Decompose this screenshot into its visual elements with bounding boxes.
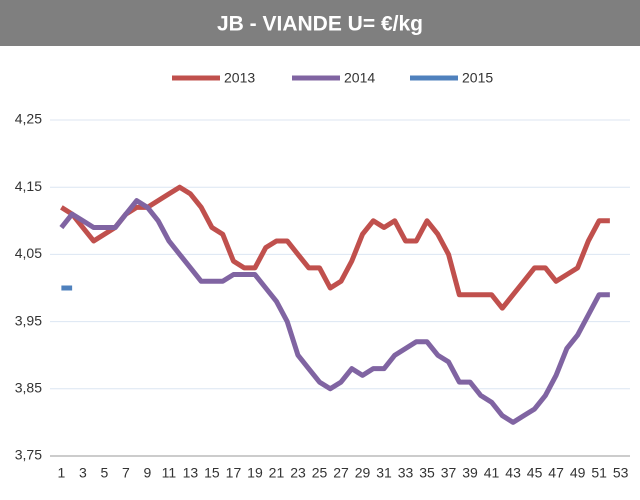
chart-title: JB - VIANDE U= €/kg <box>217 13 423 36</box>
x-tick-label: 13 <box>183 465 199 481</box>
x-tick-label: 39 <box>462 465 478 481</box>
x-tick-label: 5 <box>100 465 108 481</box>
x-tick-label: 9 <box>144 465 152 481</box>
x-tick-label: 35 <box>419 465 435 481</box>
x-tick-label: 15 <box>204 465 220 481</box>
x-tick-label: 37 <box>441 465 457 481</box>
x-tick-label: 19 <box>247 465 263 481</box>
legend-label: 2015 <box>462 70 493 86</box>
x-tick-label: 53 <box>613 465 629 481</box>
x-tick-label: 25 <box>312 465 328 481</box>
y-tick-label: 4,05 <box>15 245 42 261</box>
x-tick-label: 45 <box>527 465 543 481</box>
x-tick-label: 47 <box>548 465 564 481</box>
legend-label: 2014 <box>344 70 375 86</box>
x-tick-label: 27 <box>333 465 349 481</box>
y-tick-label: 3,85 <box>15 380 42 396</box>
x-tick-label: 23 <box>290 465 306 481</box>
x-tick-label: 11 <box>162 465 177 481</box>
y-tick-label: 3,95 <box>15 312 42 328</box>
y-tick-label: 3,75 <box>15 447 42 463</box>
x-tick-label: 17 <box>226 465 242 481</box>
legend-label: 2013 <box>224 70 255 86</box>
x-tick-label: 43 <box>505 465 521 481</box>
x-tick-label: 51 <box>591 465 607 481</box>
x-tick-label: 49 <box>570 465 586 481</box>
x-tick-label: 31 <box>376 465 392 481</box>
series-line <box>60 184 610 311</box>
x-tick-label: 3 <box>79 465 87 481</box>
x-tick-label: 29 <box>355 465 371 481</box>
x-tick-label: 33 <box>398 465 414 481</box>
x-tick-label: 1 <box>57 465 65 481</box>
y-tick-label: 4,25 <box>15 111 42 127</box>
y-tick-label: 4,15 <box>15 178 42 194</box>
x-tick-label: 41 <box>484 465 500 481</box>
x-tick-label: 21 <box>269 465 285 481</box>
title-bar <box>0 0 640 46</box>
series-line <box>59 198 610 425</box>
x-tick-label: 7 <box>122 465 130 481</box>
